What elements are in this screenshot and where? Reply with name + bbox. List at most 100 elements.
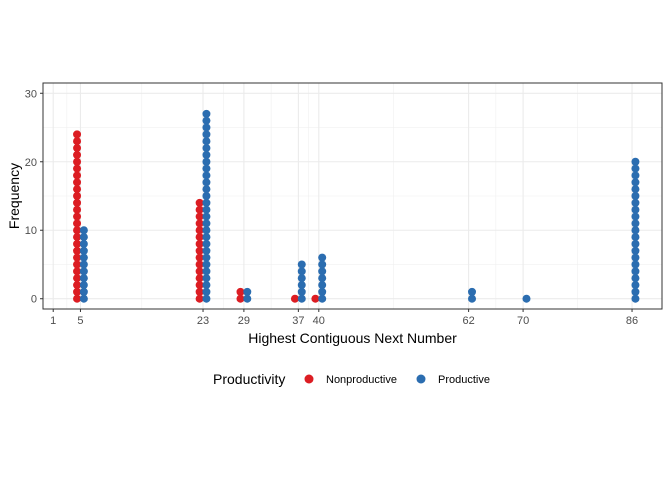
data-point bbox=[73, 137, 82, 146]
x-axis-title: Highest Contiguous Next Number bbox=[248, 330, 457, 346]
y-tick-label: 10 bbox=[25, 225, 37, 237]
data-point bbox=[73, 157, 82, 166]
x-axis: 1 5 23 29 37 40 62 70 86 bbox=[50, 309, 638, 327]
data-point bbox=[73, 212, 82, 221]
data-point bbox=[73, 246, 82, 255]
data-point bbox=[202, 144, 211, 153]
data-point bbox=[631, 157, 640, 166]
data-point bbox=[202, 123, 211, 132]
data-point bbox=[195, 233, 204, 242]
data-point bbox=[73, 267, 82, 276]
y-tick-label: 30 bbox=[25, 88, 37, 100]
data-point bbox=[236, 287, 245, 296]
data-point bbox=[202, 260, 211, 269]
data-point bbox=[243, 294, 252, 303]
data-point bbox=[318, 294, 327, 303]
data-point bbox=[73, 260, 82, 269]
data-point bbox=[73, 233, 82, 242]
data-point bbox=[202, 185, 211, 194]
data-point bbox=[202, 164, 211, 173]
data-point bbox=[73, 192, 82, 200]
data-point bbox=[79, 281, 88, 290]
data-point bbox=[195, 287, 204, 296]
data-point bbox=[631, 246, 640, 255]
data-point bbox=[79, 253, 88, 262]
data-point bbox=[195, 239, 204, 248]
data-point bbox=[195, 212, 204, 221]
data-point bbox=[73, 294, 82, 303]
data-point bbox=[202, 130, 211, 139]
data-point bbox=[318, 287, 327, 296]
data-point bbox=[318, 274, 327, 283]
data-point bbox=[297, 260, 306, 269]
legend: Productivity Nonproductive Productive bbox=[213, 371, 490, 387]
data-point bbox=[195, 294, 204, 303]
data-point bbox=[631, 260, 640, 269]
data-point bbox=[195, 260, 204, 269]
data-point bbox=[195, 267, 204, 276]
data-point bbox=[297, 274, 306, 283]
data-point bbox=[202, 178, 211, 187]
panel-border bbox=[42, 82, 663, 310]
data-point bbox=[297, 281, 306, 290]
x-tick-label: 40 bbox=[313, 315, 325, 327]
data-point bbox=[631, 219, 640, 228]
x-tick-label: 23 bbox=[197, 315, 209, 327]
data-point bbox=[236, 294, 245, 303]
data-point bbox=[79, 226, 88, 235]
data-point bbox=[318, 281, 327, 290]
data-point bbox=[202, 205, 211, 214]
data-points bbox=[73, 109, 640, 303]
data-point bbox=[202, 150, 211, 159]
data-point bbox=[79, 287, 88, 296]
data-point bbox=[195, 246, 204, 255]
data-point bbox=[631, 198, 640, 207]
y-axis: 0 10 20 30 bbox=[25, 88, 43, 306]
data-point bbox=[631, 267, 640, 276]
data-point bbox=[202, 274, 211, 283]
data-point bbox=[73, 185, 82, 194]
data-point bbox=[311, 294, 320, 303]
data-point bbox=[73, 287, 82, 296]
data-point bbox=[73, 178, 82, 187]
data-point bbox=[202, 233, 211, 242]
data-point bbox=[202, 157, 211, 166]
x-tick-label: 62 bbox=[462, 315, 474, 327]
data-point bbox=[79, 294, 88, 303]
legend-key bbox=[304, 374, 314, 384]
data-point bbox=[202, 281, 211, 290]
data-point bbox=[73, 219, 82, 228]
data-point bbox=[631, 281, 640, 290]
legend-label: Productive bbox=[438, 374, 490, 386]
data-point bbox=[73, 205, 82, 214]
data-point bbox=[202, 219, 211, 228]
data-point bbox=[631, 239, 640, 248]
data-point bbox=[202, 137, 211, 146]
data-point bbox=[468, 287, 477, 296]
data-point bbox=[468, 294, 477, 303]
data-point bbox=[73, 253, 82, 262]
data-point bbox=[73, 150, 82, 159]
data-point bbox=[73, 281, 82, 290]
x-tick-label: 37 bbox=[292, 315, 304, 327]
data-point bbox=[73, 144, 82, 153]
data-point bbox=[195, 198, 204, 207]
data-point bbox=[195, 274, 204, 283]
data-point bbox=[631, 212, 640, 221]
data-point bbox=[73, 239, 82, 248]
data-point bbox=[202, 253, 211, 262]
data-point bbox=[631, 233, 640, 242]
plot-panel bbox=[43, 83, 662, 309]
y-tick-label: 20 bbox=[25, 157, 37, 169]
data-point bbox=[195, 226, 204, 235]
data-point bbox=[202, 267, 211, 276]
data-point bbox=[318, 253, 327, 262]
y-tick-label: 0 bbox=[31, 294, 37, 306]
data-point bbox=[202, 287, 211, 296]
data-point bbox=[522, 294, 531, 303]
data-point bbox=[202, 116, 211, 125]
data-point bbox=[631, 164, 640, 173]
data-point bbox=[195, 205, 204, 214]
data-point bbox=[79, 239, 88, 248]
